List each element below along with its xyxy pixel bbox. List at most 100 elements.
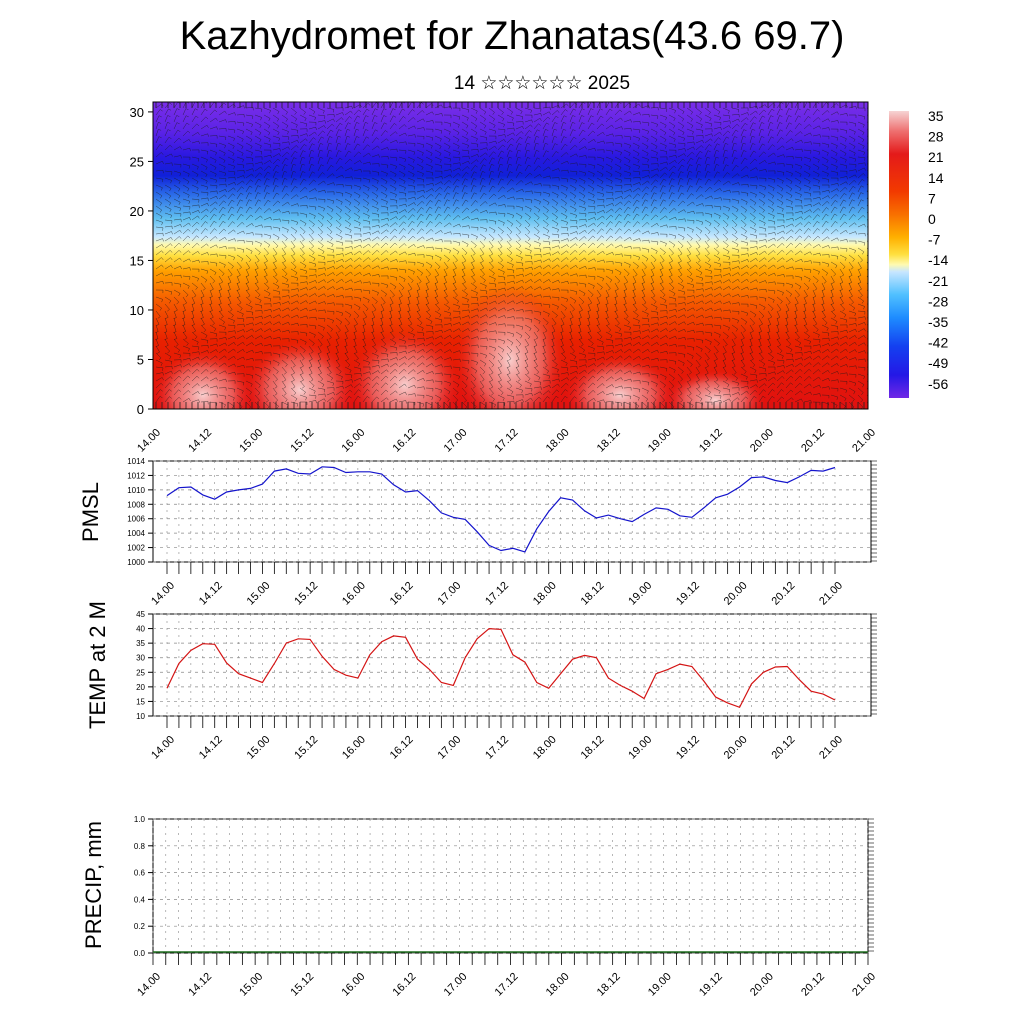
xs-x-tick-label: 19.00 (646, 427, 674, 455)
temp-x-tick-label: 14.00 (149, 734, 177, 762)
wind-barbs (155, 102, 868, 409)
precip-y-tick-label: 0.6 (134, 869, 146, 878)
xs-y-tick-label: 0 (137, 402, 144, 417)
chart-subtitle: 14 ☆☆☆☆☆☆ 2025 (453, 73, 631, 94)
warm-cores (153, 285, 765, 409)
precip-ylabel: PRECIP, mm (81, 821, 106, 949)
warm-core (245, 340, 355, 409)
pmsl-series-line (166, 466, 836, 553)
xs-y-tick-label: 25 (130, 154, 144, 169)
precip-x-tick-label: 18.12 (595, 971, 623, 999)
pmsl-y-tick-label: 1006 (127, 515, 145, 524)
temp-y-tick-label: 35 (136, 639, 145, 648)
temp-x-tick-label: 20.00 (722, 734, 750, 762)
temp-y-tick-label: 40 (136, 625, 145, 634)
temp-panel: 10 15 20 25 30 35 40 45 14.00 14.12 15.00 15.12 16.0… (85, 601, 877, 762)
temp-series-line (166, 627, 836, 709)
temp-x-tick-label: 18.12 (579, 734, 607, 762)
xs-x-tick-label: 15.00 (237, 427, 265, 455)
xs-x-tick-label: 20.00 (748, 427, 776, 455)
pmsl-x-tick-label: 14.12 (197, 580, 225, 608)
colorbar-label: -49 (928, 355, 948, 371)
pmsl-y-tick-label: 1014 (127, 457, 145, 466)
xs-y-tick-label: 20 (130, 204, 144, 219)
temp-x-tick-label: 18.00 (531, 734, 559, 762)
pmsl-x-tick-label: 21.00 (817, 580, 845, 608)
pmsl-x-tick-label: 15.00 (245, 580, 273, 608)
pmsl-ylabel: PMSL (78, 482, 103, 542)
precip-panel: 0.0 0.2 0.4 0.6 0.8 1.0 14.00 14.12 15.00 15.12 16… (81, 815, 878, 999)
xs-x-tick-label: 17.00 (442, 427, 470, 455)
colorbar-label: 21 (928, 149, 944, 165)
pmsl-y-tick-label: 1010 (127, 486, 145, 495)
barb-fringe (155, 102, 865, 409)
colorbar-label: 35 (928, 108, 944, 124)
pmsl-y-tick-label: 1000 (127, 558, 145, 567)
colorbar-label: 28 (928, 129, 944, 145)
xs-x-tick-label: 21.00 (850, 427, 878, 455)
precip-x-tick-label: 16.00 (339, 971, 367, 999)
precip-x-tick-label: 17.12 (493, 971, 521, 999)
precip-x-tick-label: 15.12 (288, 971, 316, 999)
pmsl-x-tick-label: 14.00 (149, 580, 177, 608)
xs-x-tick-label: 18.00 (544, 427, 572, 455)
colorbar-label: -21 (928, 273, 948, 289)
pmsl-y-tick-label: 1008 (127, 500, 145, 509)
precip-x-tick-label: 21.00 (850, 971, 878, 999)
xs-x-tick-label: 18.12 (595, 427, 623, 455)
temp-x-tick-label: 20.12 (769, 734, 797, 762)
temp-y-tick-label: 25 (136, 668, 145, 677)
wind-barb-field (155, 102, 868, 409)
pmsl-y-tick-label: 1012 (127, 471, 145, 480)
precip-grid (152, 818, 869, 954)
temp-x-tick-label: 15.00 (245, 734, 273, 762)
colorbar-label: -42 (928, 335, 948, 351)
precip-y-tick-label: 1.0 (134, 815, 146, 824)
pmsl-x-tick-label: 18.00 (531, 580, 559, 608)
pmsl-x-tick-label: 19.00 (626, 580, 654, 608)
precip-axes: 0.0 0.2 0.4 0.6 0.8 1.0 14.00 14.12 15.00 15.12 16… (134, 815, 878, 999)
chart-title: Kazhydromet for Zhanatas(43.6 69.7) (179, 14, 845, 58)
temp-ylabel: TEMP at 2 M (85, 601, 110, 729)
temp-y-tick-label: 45 (136, 610, 145, 619)
precip-y-tick-label: 0.0 (134, 949, 146, 958)
precip-x-tick-label: 14.12 (186, 971, 214, 999)
xs-x-tick-label: 20.12 (799, 427, 827, 455)
colorbar-label: 7 (928, 190, 936, 206)
xs-x-tick-label: 17.12 (493, 427, 521, 455)
precip-x-tick-label: 19.12 (697, 971, 725, 999)
warm-core (350, 330, 460, 409)
warm-core (665, 370, 765, 409)
xs-x-tick-label: 19.12 (697, 427, 725, 455)
pmsl-x-tick-label: 20.12 (769, 580, 797, 608)
pmsl-y-tick-label: 1004 (127, 529, 145, 538)
colorbar-label: -28 (928, 293, 948, 309)
precip-x-tick-label: 19.00 (646, 971, 674, 999)
pmsl-y-tick-label: 1002 (127, 544, 145, 553)
pmsl-x-tick-label: 17.00 (435, 580, 463, 608)
xs-x-tick-label: 15.12 (288, 427, 316, 455)
precip-x-tick-label: 15.00 (237, 971, 265, 999)
precip-y-tick-label: 0.4 (134, 895, 146, 904)
cross-section-panel: 0 5 10 15 20 25 30 14.00 14.12 15.00 15.12 16.00 16… (130, 101, 878, 455)
temp-x-tick-label: 15.12 (292, 734, 320, 762)
pmsl-x-tick-label: 16.12 (388, 580, 416, 608)
temp-x-tick-label: 16.00 (340, 734, 368, 762)
temp-x-tick-label: 17.12 (483, 734, 511, 762)
pmsl-x-tick-label: 20.00 (722, 580, 750, 608)
colorbar-label: 14 (928, 170, 944, 186)
temp-y-tick-label: 30 (136, 654, 145, 663)
temp-grid (153, 613, 871, 717)
pmsl-axes: 1000 1002 1004 1006 1008 1010 1012 1014 14.00 14.… (127, 457, 877, 608)
colorbar-ramp (889, 111, 909, 398)
xs-x-tick-label: 14.00 (135, 427, 163, 455)
temp-x-tick-label: 17.00 (435, 734, 463, 762)
colorbar-label: -7 (928, 232, 941, 248)
colorbar: 35 28 21 14 7 0 -7 -14 -21 -28 -35 -42 -49 -56 (889, 108, 948, 398)
xs-x-tick-label: 14.12 (186, 427, 214, 455)
pmsl-x-tick-label: 15.12 (292, 580, 320, 608)
temp-x-tick-label: 19.12 (674, 734, 702, 762)
cross-section-frame (152, 101, 869, 410)
temp-y-tick-label: 10 (136, 712, 145, 721)
precip-x-tick-label: 16.12 (391, 971, 419, 999)
